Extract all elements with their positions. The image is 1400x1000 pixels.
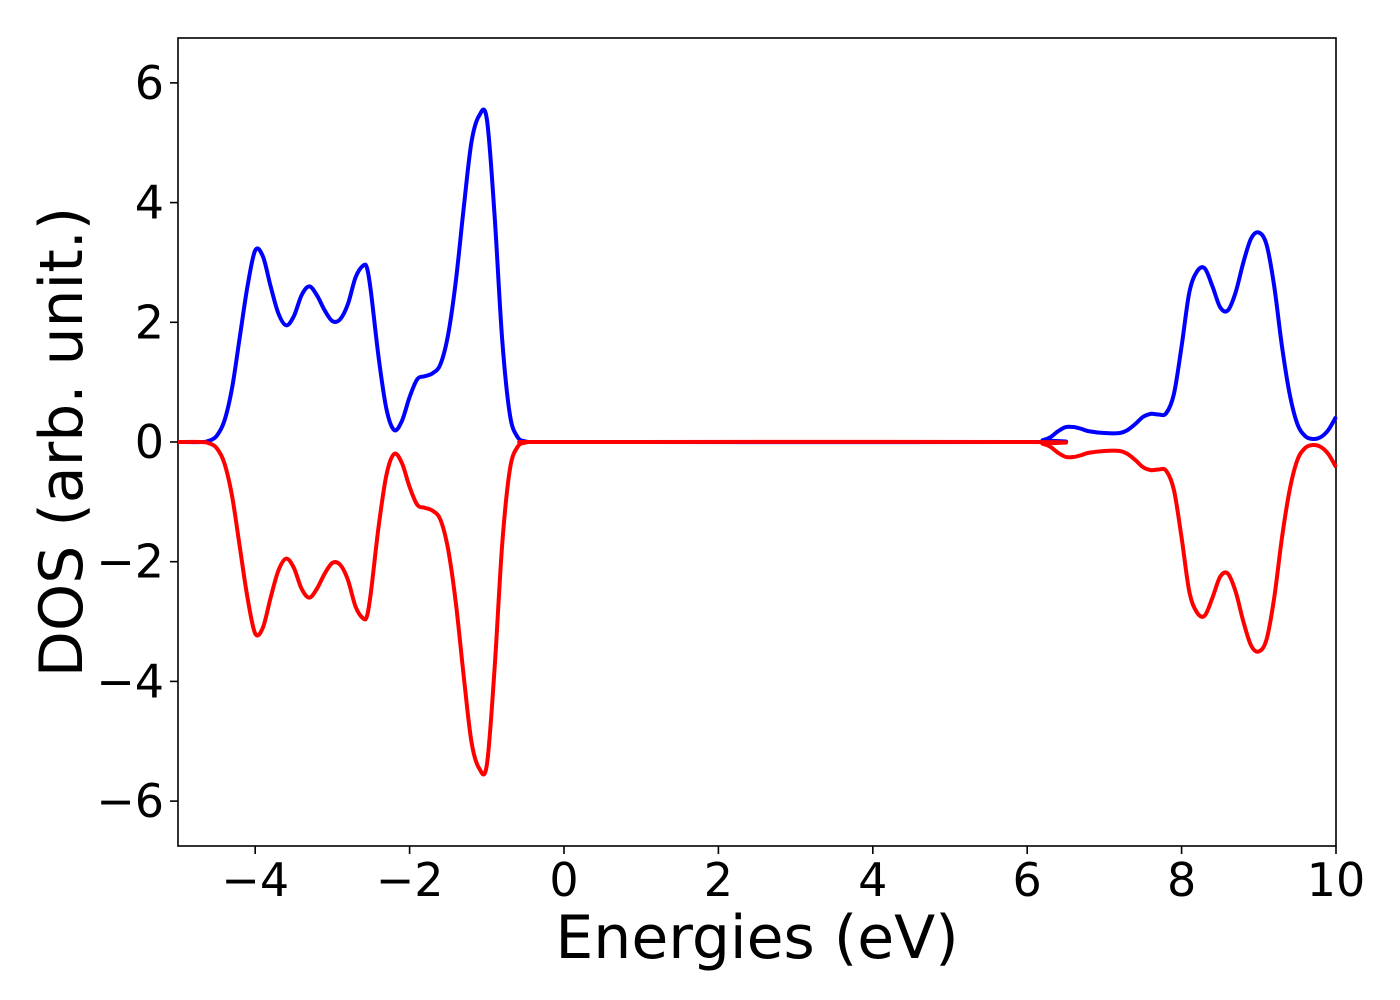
x-tick-label: 4 (858, 853, 887, 907)
y-tick-label: 2 (135, 295, 164, 349)
x-axis-label: Energies (eV) (555, 903, 958, 973)
y-tick-label: −2 (96, 535, 164, 589)
y-axis-label: DOS (arb. unit.) (27, 207, 97, 677)
x-tick-label: 6 (1013, 853, 1042, 907)
x-tick-label: 2 (704, 853, 733, 907)
y-tick-label: 0 (135, 415, 164, 469)
y-tick-label: −4 (96, 654, 164, 708)
x-tick-label: −4 (221, 853, 289, 907)
x-tick-label: −2 (376, 853, 444, 907)
x-tick-label: 0 (549, 853, 578, 907)
y-axis-ticks: 6 4 2 0 −2 −4 −6 (96, 56, 178, 828)
dos-series-line-1 (177, 107, 1338, 445)
y-tick-label: 4 (135, 176, 164, 230)
dos-series-line-2 (177, 439, 1338, 777)
x-axis-ticks: −4 −2 0 2 4 6 8 10 (221, 846, 1365, 907)
x-tick-label: 10 (1307, 853, 1366, 907)
y-tick-label: 6 (135, 56, 164, 110)
y-tick-label: −6 (96, 774, 164, 828)
x-tick-label: 8 (1167, 853, 1196, 907)
series-layer (177, 107, 1338, 777)
